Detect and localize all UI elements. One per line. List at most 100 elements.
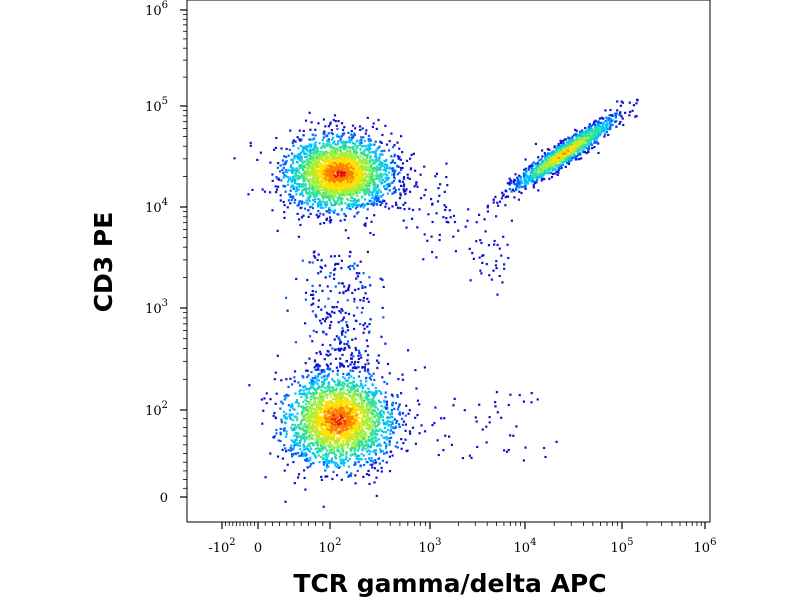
event-dot bbox=[383, 441, 386, 444]
event-dot bbox=[370, 374, 373, 377]
event-dot bbox=[328, 198, 331, 201]
event-dot bbox=[348, 146, 351, 149]
event-dot bbox=[327, 138, 330, 141]
event-dot bbox=[305, 403, 308, 406]
event-dot bbox=[302, 432, 305, 435]
event-dot bbox=[379, 164, 382, 167]
event-dot bbox=[337, 158, 340, 161]
event-dot bbox=[346, 187, 349, 190]
event-dot bbox=[338, 154, 341, 157]
event-dot bbox=[336, 426, 339, 429]
event-dot bbox=[396, 155, 399, 158]
event-dot bbox=[353, 184, 356, 187]
event-dot bbox=[339, 146, 342, 149]
event-dot bbox=[367, 387, 370, 390]
event-dot bbox=[344, 154, 347, 157]
event-dot bbox=[384, 391, 387, 394]
event-dot bbox=[307, 180, 310, 183]
event-dot bbox=[334, 166, 337, 169]
event-dot bbox=[361, 196, 364, 199]
event-dot bbox=[363, 463, 366, 467]
event-dot bbox=[339, 192, 342, 195]
event-dot bbox=[342, 414, 345, 417]
event-dot bbox=[291, 403, 294, 406]
event-dot bbox=[361, 422, 365, 425]
event-dot bbox=[285, 433, 288, 436]
event-dot bbox=[297, 444, 300, 447]
event-dot bbox=[293, 482, 296, 485]
event-dot bbox=[294, 427, 297, 430]
event-dot bbox=[344, 440, 347, 443]
event-dot bbox=[370, 143, 373, 146]
event-dot bbox=[401, 373, 404, 376]
event-dot bbox=[384, 396, 387, 399]
event-dot bbox=[348, 136, 351, 139]
event-dot bbox=[335, 419, 338, 422]
event-dot bbox=[311, 379, 314, 383]
event-dot bbox=[325, 426, 329, 429]
event-dot bbox=[316, 424, 319, 427]
event-dot bbox=[322, 188, 325, 191]
event-dot bbox=[348, 189, 351, 192]
event-dot bbox=[301, 434, 304, 437]
event-dot bbox=[379, 178, 382, 181]
event-dot bbox=[326, 167, 329, 170]
event-dot bbox=[269, 452, 272, 455]
event-dot bbox=[312, 462, 315, 465]
event-dot bbox=[362, 206, 365, 209]
event-dot bbox=[353, 215, 356, 218]
event-dot bbox=[370, 432, 373, 435]
event-dot bbox=[389, 182, 392, 185]
event-dot bbox=[316, 396, 320, 399]
event-dot bbox=[321, 391, 325, 394]
event-dot bbox=[346, 399, 349, 402]
event-dot bbox=[366, 404, 369, 407]
event-dot bbox=[314, 134, 317, 137]
event-dot bbox=[379, 168, 382, 171]
event-dot bbox=[322, 453, 325, 456]
event-dot bbox=[323, 433, 326, 436]
event-dot bbox=[350, 421, 353, 424]
event-dot bbox=[400, 447, 403, 450]
event-dot bbox=[323, 133, 326, 136]
event-dot bbox=[285, 155, 288, 158]
event-dot bbox=[325, 406, 328, 409]
event-dot bbox=[329, 421, 332, 424]
event-dot bbox=[327, 152, 330, 155]
event-dot bbox=[370, 159, 373, 162]
event-dot bbox=[301, 174, 304, 177]
event-dot bbox=[312, 411, 315, 415]
event-dot bbox=[327, 125, 330, 128]
event-dot bbox=[381, 161, 384, 165]
event-dot bbox=[300, 395, 303, 398]
event-dot bbox=[311, 207, 315, 210]
event-dot bbox=[406, 173, 409, 176]
event-dot bbox=[367, 436, 370, 439]
event-dot bbox=[304, 395, 307, 398]
event-dot bbox=[332, 398, 335, 401]
event-dot bbox=[331, 436, 334, 439]
event-dot bbox=[393, 155, 396, 158]
event-dot bbox=[355, 173, 358, 176]
event-dot bbox=[309, 145, 312, 148]
event-dot bbox=[361, 390, 364, 393]
event-dot bbox=[354, 187, 357, 190]
event-dot bbox=[333, 153, 336, 156]
event-dot bbox=[336, 197, 340, 200]
data-points bbox=[233, 98, 639, 508]
event-dot bbox=[379, 150, 383, 153]
event-dot bbox=[294, 423, 297, 426]
event-dot bbox=[292, 445, 295, 448]
event-dot bbox=[339, 362, 342, 365]
event-dot bbox=[333, 114, 337, 117]
event-dot bbox=[373, 185, 376, 188]
event-dot bbox=[330, 129, 333, 132]
event-dot bbox=[289, 176, 292, 179]
event-dot bbox=[315, 187, 318, 191]
event-dot bbox=[337, 213, 340, 216]
event-dot bbox=[358, 171, 362, 174]
event-dot bbox=[348, 474, 351, 477]
event-dot bbox=[337, 189, 340, 192]
event-dot bbox=[349, 417, 352, 420]
event-dot bbox=[341, 145, 345, 148]
